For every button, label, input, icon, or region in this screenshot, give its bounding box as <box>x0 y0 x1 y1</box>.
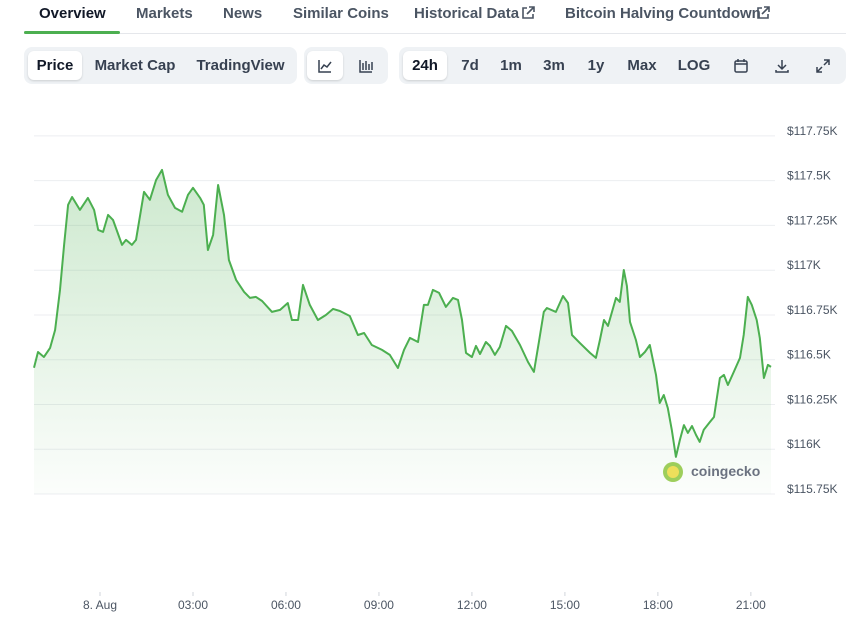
range-button[interactable]: LOG <box>677 57 711 74</box>
y-tick-label: $115.75K <box>787 482 838 496</box>
y-tick-label: $117.5K <box>787 169 831 183</box>
tab[interactable]: Overview <box>39 5 106 22</box>
x-tick-label: 06:00 <box>271 598 301 612</box>
tab[interactable]: Similar Coins <box>293 5 389 22</box>
calendar-button[interactable] <box>724 51 758 80</box>
series <box>33 168 772 494</box>
tab[interactable]: Bitcoin Halving Countdown <box>565 5 761 22</box>
view-button[interactable]: TradingView <box>196 57 285 74</box>
y-tick-label: $116.5K <box>787 348 831 362</box>
download-button[interactable] <box>765 51 799 80</box>
active-tab-indicator <box>24 31 120 34</box>
y-tick-label: $116.75K <box>787 303 838 317</box>
x-tick-label: 18:00 <box>643 598 673 612</box>
view-button[interactable]: Price <box>28 51 82 80</box>
range-group <box>399 47 846 84</box>
x-tick-label: 12:00 <box>457 598 487 612</box>
external-link-icon <box>522 6 535 19</box>
price-line <box>33 168 772 458</box>
x-tick-label: 8. Aug <box>83 598 117 612</box>
watermark-text: coingecko <box>691 463 760 479</box>
watermark: coingecko <box>663 462 760 482</box>
view-button[interactable]: Market Cap <box>94 57 176 74</box>
x-tick-label: 09:00 <box>364 598 394 612</box>
range-button[interactable]: 3m <box>543 57 565 74</box>
y-tick-label: $117.75K <box>787 124 838 138</box>
range-button[interactable]: 7d <box>461 57 479 74</box>
range-button[interactable]: 1m <box>500 57 522 74</box>
x-tick-label: 03:00 <box>178 598 208 612</box>
tab[interactable]: Markets <box>136 5 193 22</box>
range-button[interactable]: Max <box>627 57 657 74</box>
line-chart-button[interactable] <box>307 51 343 80</box>
candle-chart-button[interactable] <box>348 51 384 80</box>
range-button[interactable]: 24h <box>403 51 447 80</box>
range-button[interactable]: 1y <box>587 57 605 74</box>
x-tick-label: 15:00 <box>550 598 580 612</box>
x-tick-label: 21:00 <box>736 598 766 612</box>
price-area <box>34 169 771 494</box>
tab[interactable]: Historical Data <box>414 5 520 22</box>
tab-divider <box>24 33 846 34</box>
y-tick-label: $117.25K <box>787 213 838 227</box>
external-link-icon <box>757 6 770 19</box>
y-tick-label: $116.25K <box>787 392 838 406</box>
fullscreen-button[interactable] <box>806 51 840 80</box>
y-tick-label: $116K <box>787 437 821 451</box>
tab[interactable]: News <box>223 5 263 22</box>
y-tick-label: $117K <box>787 258 821 272</box>
